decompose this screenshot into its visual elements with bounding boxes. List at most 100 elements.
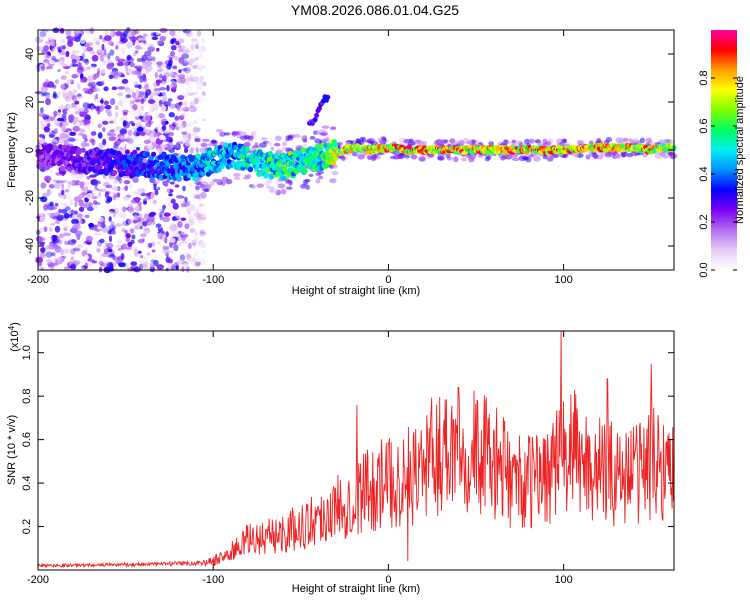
spectrogram-noise-point xyxy=(52,138,58,144)
spectrogram-noise-point xyxy=(155,79,163,84)
spectrogram-noise-point xyxy=(42,62,50,68)
spectrogram-noise-point xyxy=(69,199,74,206)
spectrogram-noise-point xyxy=(87,66,91,70)
spectrogram-noise-point xyxy=(175,33,181,40)
spectrogram-noise-point xyxy=(114,140,122,146)
spectrogram-noise-point xyxy=(192,142,199,149)
spectrogram-noise-point xyxy=(48,184,55,189)
spectrogram-noise-point xyxy=(90,81,96,89)
spectrogram-noise-point xyxy=(93,37,101,42)
spectrogram-noise-point xyxy=(109,129,115,133)
spectrogram-halo-point xyxy=(303,182,308,186)
spectrogram-noise-point xyxy=(132,191,138,195)
spectrogram-noise-point xyxy=(84,262,93,267)
spectrogram-noise-point xyxy=(181,53,189,60)
spectrogram-noise-point xyxy=(167,263,172,269)
spectrogram-noise-point xyxy=(153,134,157,138)
spectrogram-noise-point xyxy=(188,100,192,106)
spectrogram-noise-point xyxy=(160,105,167,112)
spectrogram-noise-point xyxy=(143,228,151,235)
spectrogram-noise-point xyxy=(162,204,167,210)
spectrogram-noise-point xyxy=(80,77,88,83)
spectrogram-noise-point xyxy=(182,201,190,207)
spectrogram-noise-point xyxy=(117,62,124,67)
spectrogram-noise-point xyxy=(165,206,173,212)
spectrogram-noise-point xyxy=(158,184,166,190)
spectrogram-noise-point xyxy=(50,222,55,226)
spectrogram-noise-point xyxy=(109,28,114,36)
spectrogram-noise-point xyxy=(99,238,105,244)
spectrogram-noise-point xyxy=(68,222,74,227)
spectrogram-noise-point xyxy=(169,84,175,88)
spectrogram-halo-point xyxy=(202,188,210,192)
spectrogram-noise-point xyxy=(40,107,44,113)
spectrogram-noise-point xyxy=(147,99,156,104)
spectrogram-halo-point xyxy=(561,138,567,143)
spectrogram-noise-point xyxy=(131,29,138,36)
spectrogram-ridge-point xyxy=(186,173,192,179)
spectrogram-halo-point xyxy=(200,142,208,148)
spectrogram-noise-point xyxy=(142,126,146,133)
spectrogram-halo-point xyxy=(506,141,514,145)
spectrogram-noise-point xyxy=(46,123,51,128)
spectrogram-noise-point xyxy=(110,70,119,76)
spectrogram-noise-point xyxy=(130,239,135,245)
spectrogram-noise-point xyxy=(96,239,100,245)
spectrogram-noise-point xyxy=(119,35,125,43)
spectrogram-noise-point xyxy=(123,180,131,185)
spectrogram-noise-point xyxy=(112,210,117,218)
spectrogram-noise-point xyxy=(159,235,163,240)
spectrogram-noise-point xyxy=(142,73,147,81)
spectrogram-noise-point xyxy=(197,53,203,58)
spectrogram-noise-point xyxy=(61,202,69,207)
spectrogram-noise-point xyxy=(116,244,122,248)
spectrogram-noise-point xyxy=(202,207,207,211)
spectrogram-halo-point xyxy=(293,133,301,138)
spectrogram-ridge-point xyxy=(180,154,186,160)
spectrogram-noise-point xyxy=(194,232,198,236)
spectrogram-noise-point xyxy=(63,212,70,219)
spectrogram-noise-point xyxy=(58,52,67,56)
spectrogram-noise-point xyxy=(57,68,61,73)
spectrogram-noise-point xyxy=(75,72,81,77)
spectrogram-noise-point xyxy=(91,189,97,193)
spectrogram-noise-point xyxy=(72,173,81,179)
spectrogram-noise-point xyxy=(163,129,171,134)
spectrogram-noise-point xyxy=(65,29,72,36)
spectrogram-noise-point xyxy=(154,90,160,96)
spectrogram-halo-point xyxy=(207,143,214,147)
spectrogram-noise-point xyxy=(72,89,78,94)
spectrogram-noise-point xyxy=(115,55,120,62)
spectrogram-noise-point xyxy=(147,145,154,150)
spectrogram-noise-point xyxy=(145,192,152,197)
spectrogram-noise-point xyxy=(77,61,82,67)
spectrogram-halo-point xyxy=(259,142,267,148)
spectrogram-noise-point xyxy=(148,106,152,113)
spectrogram-noise-point xyxy=(145,122,150,128)
spectrogram-noise-point xyxy=(174,115,180,121)
spectrogram-noise-point xyxy=(154,112,159,120)
spectrogram-noise-point xyxy=(142,221,148,227)
spectrogram-noise-point xyxy=(86,206,94,212)
spectrogram-noise-point xyxy=(44,244,52,251)
spectrogram-noise-point xyxy=(70,263,77,271)
spectrogram-noise-point xyxy=(178,57,185,64)
spectrogram-noise-point xyxy=(150,32,158,37)
spectrogram-halo-point xyxy=(321,125,330,129)
spectrogram-noise-point xyxy=(67,136,75,142)
spectrogram-noise-point xyxy=(131,265,139,271)
spectrogram-noise-point xyxy=(146,216,155,223)
spectrogram-x-tick-label: 100 xyxy=(554,274,572,286)
spectrogram-noise-point xyxy=(159,213,164,221)
spectrogram-halo-point xyxy=(318,175,324,180)
spectrogram-noise-point xyxy=(37,46,45,51)
spectrogram-noise-point xyxy=(124,61,130,67)
spectrogram-halo-point xyxy=(592,152,599,159)
spectrogram-noise-point xyxy=(85,235,93,243)
spectrogram-halo-point xyxy=(266,186,274,190)
spectrogram-noise-point xyxy=(177,74,186,79)
spectrogram-halo-point xyxy=(453,156,459,163)
spectrogram-noise-point xyxy=(57,109,61,113)
spectrogram-noise-point xyxy=(154,189,159,196)
spectrogram-noise-point xyxy=(62,224,70,231)
